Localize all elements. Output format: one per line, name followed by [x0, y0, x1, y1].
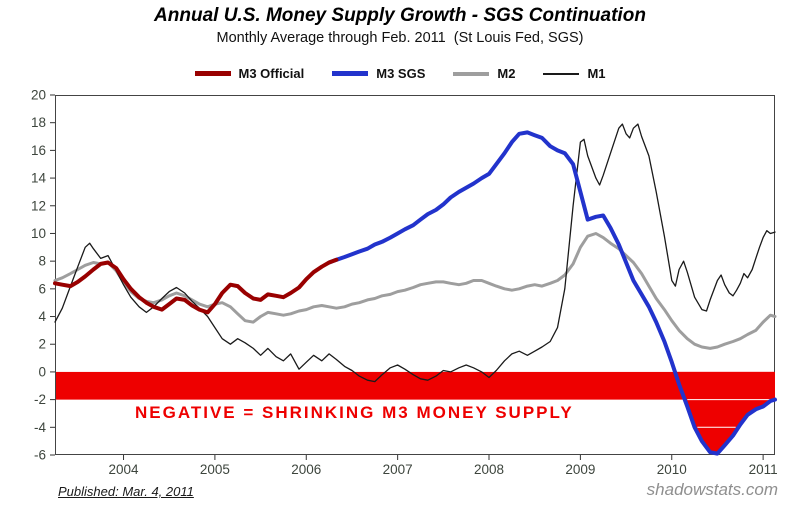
legend-item-m3-sgs: M3 SGS [332, 66, 425, 81]
y-axis-tick-label: 2 [38, 337, 46, 352]
y-axis-tick-label: 16 [31, 143, 46, 158]
y-axis-tick-label: 12 [31, 198, 46, 213]
y-axis-tick-label: -6 [34, 448, 46, 463]
legend-label-m3-sgs: M3 SGS [376, 66, 426, 81]
y-axis-tick-label: 10 [31, 226, 46, 241]
y-axis-tick-label: -2 [34, 392, 46, 407]
x-axis-tick-label: 2008 [474, 462, 504, 477]
m1-line [54, 123, 776, 383]
chart-subtitle: Monthly Average through Feb. 2011 (St Lo… [216, 30, 584, 46]
legend-label-m1: M1 [587, 66, 606, 81]
negative-annotation: NEGATIVE = SHRINKING M3 MONEY SUPPLY [135, 403, 574, 422]
plot-border [55, 95, 775, 455]
x-axis-tick-label: 2011 [749, 462, 778, 477]
x-axis-tick-label: 2006 [291, 462, 321, 477]
m3-sgs-line [327, 130, 777, 456]
y-axis-tick-label: 18 [31, 115, 46, 130]
y-axis-tick-label: 8 [38, 254, 46, 269]
legend-swatch-m2 [453, 71, 490, 76]
y-axis-tick-label: 0 [38, 364, 46, 379]
y-axis-tick-label: 20 [31, 88, 46, 103]
y-axis-tick-label: 4 [38, 309, 46, 324]
y-axis-tick-label: 14 [31, 171, 47, 186]
x-axis-tick-label: 2004 [109, 462, 140, 477]
legend-swatch-m1 [543, 72, 580, 75]
legend-item-m2: M2 [453, 66, 515, 81]
legend-label-m2: M2 [497, 66, 516, 81]
legend-item-m1: M1 [543, 66, 606, 81]
legend-swatch-m3-official [194, 71, 231, 76]
y-axis-tick-label: 6 [38, 281, 46, 296]
watermark-shadowstats: shadowstats.com [646, 480, 778, 499]
negative-band [56, 371, 774, 400]
x-axis-tick-label: 2007 [383, 462, 413, 477]
x-axis-tick-label: 2010 [657, 462, 687, 477]
x-axis-tick-label: 2005 [200, 462, 230, 477]
m2-line [53, 232, 777, 350]
legend-item-m3-official: M3 Official [194, 66, 305, 81]
published-date: Published: Mar. 4, 2011 [58, 484, 194, 499]
legend-label-m3-official: M3 Official [238, 66, 305, 81]
legend-swatch-m3-sgs [332, 71, 369, 76]
chart-title: Annual U.S. Money Supply Growth - SGS Co… [154, 5, 646, 26]
x-axis-tick-label: 2009 [565, 462, 595, 477]
y-axis-tick-label: -4 [34, 420, 46, 435]
legend: M3 Official M3 SGS M2 M1 [0, 66, 800, 81]
m3-official-line [53, 257, 339, 315]
